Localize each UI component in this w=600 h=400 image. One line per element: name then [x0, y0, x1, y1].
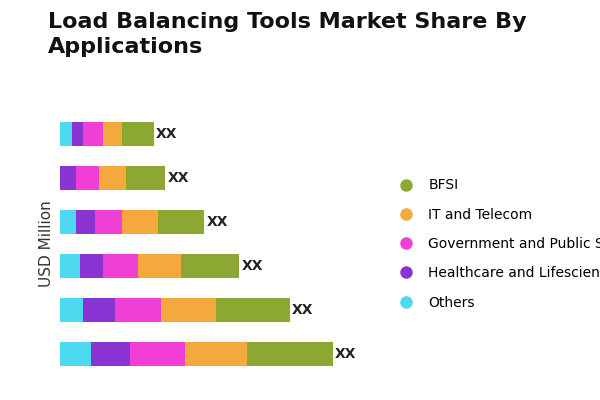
Bar [60, 342, 91, 366]
Bar [103, 254, 138, 278]
Text: Load Balancing Tools Market Share By
Applications: Load Balancing Tools Market Share By App… [48, 12, 527, 57]
Text: XX: XX [155, 127, 177, 141]
Bar [161, 298, 216, 322]
Bar [138, 254, 181, 278]
Bar [91, 342, 130, 366]
Bar [76, 210, 95, 234]
Bar [122, 122, 154, 146]
Bar [60, 122, 72, 146]
Bar [79, 254, 103, 278]
Bar [60, 210, 76, 234]
Text: XX: XX [241, 259, 263, 273]
Legend: BFSI, IT and Telecom, Government and Public Sector, Healthcare and Lifesciences,: BFSI, IT and Telecom, Government and Pub… [385, 172, 600, 316]
Bar [99, 166, 127, 190]
Text: XX: XX [335, 347, 356, 361]
Bar [103, 122, 122, 146]
Bar [185, 342, 247, 366]
Bar [60, 298, 83, 322]
Bar [247, 342, 333, 366]
Text: XX: XX [292, 303, 314, 317]
Bar [122, 210, 157, 234]
Bar [72, 122, 83, 146]
Bar [115, 298, 161, 322]
Bar [60, 166, 76, 190]
Text: XX: XX [167, 171, 189, 185]
Bar [60, 254, 79, 278]
Y-axis label: USD Million: USD Million [40, 201, 55, 287]
Bar [83, 122, 103, 146]
Bar [76, 166, 99, 190]
Bar [95, 210, 122, 234]
Bar [157, 210, 204, 234]
Bar [83, 298, 115, 322]
Bar [130, 342, 185, 366]
Text: XX: XX [206, 215, 228, 229]
Bar [181, 254, 239, 278]
Bar [127, 166, 166, 190]
Bar [216, 298, 290, 322]
